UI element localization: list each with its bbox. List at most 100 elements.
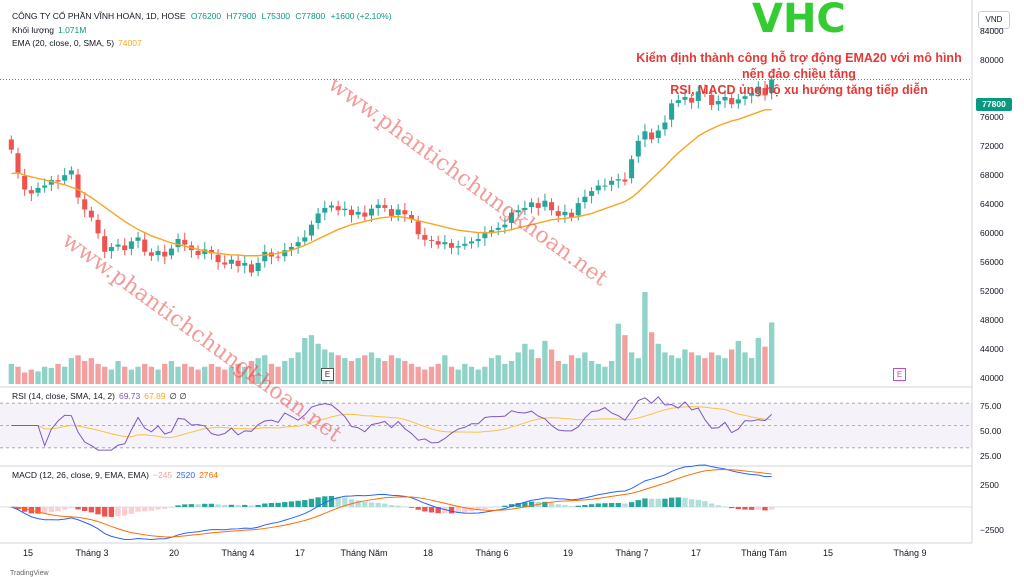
- candle-body: [462, 243, 468, 246]
- macd-histogram-bar: [448, 507, 455, 514]
- candle-body: [729, 98, 735, 105]
- candle-body: [175, 239, 181, 248]
- candle-body: [428, 239, 435, 241]
- candle-body: [62, 175, 68, 181]
- candle-body: [502, 224, 508, 228]
- candle-body: [295, 242, 301, 247]
- volume-bar: [695, 355, 701, 384]
- macd-histogram-bar: [702, 501, 708, 507]
- volume-bar: [248, 361, 255, 384]
- candle-body: [769, 79, 775, 94]
- volume-bar: [155, 369, 161, 384]
- price-tick: 64000: [980, 199, 1004, 209]
- macd-histogram-bar: [428, 507, 435, 513]
- open-value: O76200: [190, 11, 222, 21]
- volume-bar: [182, 363, 188, 384]
- volume-bar: [95, 363, 101, 384]
- candle-body: [455, 246, 461, 248]
- rsi-value: 69.73: [118, 391, 141, 401]
- volume-bar: [208, 363, 215, 384]
- candle-body: [495, 227, 501, 230]
- volume-bar: [388, 355, 395, 384]
- price-tick: 72000: [980, 141, 1004, 151]
- candle-body: [35, 187, 41, 193]
- candle-body: [308, 224, 314, 236]
- candle-body: [682, 97, 688, 100]
- macd-histogram-bar: [22, 507, 28, 512]
- volume-bar: [515, 352, 521, 384]
- candle-body: [602, 185, 608, 187]
- x-tick: Tháng 4: [221, 548, 255, 558]
- candle-body: [609, 180, 615, 185]
- volume-bar: [395, 358, 401, 384]
- earnings-marker[interactable]: E: [321, 368, 334, 381]
- macd-histogram-bar: [755, 507, 761, 510]
- macd-histogram-bar: [648, 498, 655, 507]
- price-tick: 52000: [980, 286, 1004, 296]
- price-tick: 40000: [980, 373, 1004, 383]
- candle-body: [415, 221, 421, 235]
- macd-histogram-bar: [15, 507, 21, 510]
- macd-histogram-bar: [168, 507, 175, 508]
- volume-bar: [748, 358, 755, 384]
- annotation-line-2: nến đảo chiều tăng: [742, 67, 856, 81]
- macd-histogram-bar: [668, 497, 675, 507]
- volume-bar: [222, 369, 228, 384]
- volume-bar: [548, 349, 555, 384]
- ema-value: 74007: [118, 38, 142, 48]
- macd-histogram-bar: [762, 507, 768, 511]
- candle-body: [689, 97, 695, 103]
- volume-bar: [315, 343, 321, 384]
- volume-bar: [582, 352, 588, 384]
- volume-bar: [148, 366, 155, 384]
- macd-histogram-bar: [115, 507, 121, 517]
- macd-histogram-bar: [688, 499, 695, 507]
- candle-body: [629, 159, 635, 179]
- volume-bar: [8, 363, 15, 384]
- volume-bar: [682, 349, 688, 384]
- candle-body: [388, 209, 395, 216]
- price-tick: 56000: [980, 257, 1004, 267]
- macd-histogram-bar: [395, 505, 401, 507]
- macd-histogram-bar: [708, 503, 715, 507]
- macd-histogram-bar: [742, 507, 748, 510]
- rsi-ma-line: [11, 406, 772, 439]
- macd-signal-line: [11, 468, 772, 538]
- volume-bar: [242, 366, 248, 384]
- macd-histogram-bar: [215, 504, 221, 507]
- volume-bar: [108, 369, 115, 384]
- volume-bar: [595, 363, 601, 384]
- macd-histogram-bar: [495, 506, 501, 508]
- macd-histogram-bar: [575, 505, 581, 507]
- macd-histogram-bar: [548, 502, 555, 507]
- macd-histogram-bar: [562, 505, 568, 507]
- macd-histogram-bar: [675, 497, 681, 507]
- macd-histogram-bar: [268, 503, 275, 507]
- price-tick: 48000: [980, 315, 1004, 325]
- candle-body: [555, 211, 561, 216]
- volume-bar: [435, 363, 441, 384]
- macd-histogram-bar: [322, 496, 328, 507]
- volume-bar: [622, 335, 628, 384]
- macd-histogram-bar: [722, 506, 728, 508]
- price-tick: 84000: [980, 26, 1004, 36]
- earnings-marker[interactable]: E: [893, 368, 906, 381]
- volume-bar: [415, 366, 421, 384]
- macd-histogram-bar: [595, 503, 601, 507]
- macd-histogram-bar: [335, 496, 341, 507]
- candle-body: [228, 259, 234, 264]
- currency-button[interactable]: VND: [978, 11, 1010, 29]
- candle-body: [42, 185, 48, 188]
- macd-histogram-bar: [68, 507, 75, 509]
- volume-bar: [702, 358, 708, 384]
- candle-body: [235, 260, 241, 267]
- volume-bar: [295, 352, 301, 384]
- candle-body: [742, 96, 748, 99]
- annotation-line-3: RSI, MACD ủng hộ xu hướng tăng tiếp diễn: [670, 83, 928, 97]
- candle-body: [115, 244, 121, 247]
- candle-body: [15, 153, 21, 174]
- tradingview-logo: TradingView: [10, 570, 49, 577]
- macd-histogram-bar: [695, 499, 701, 507]
- volume-bar: [475, 369, 481, 384]
